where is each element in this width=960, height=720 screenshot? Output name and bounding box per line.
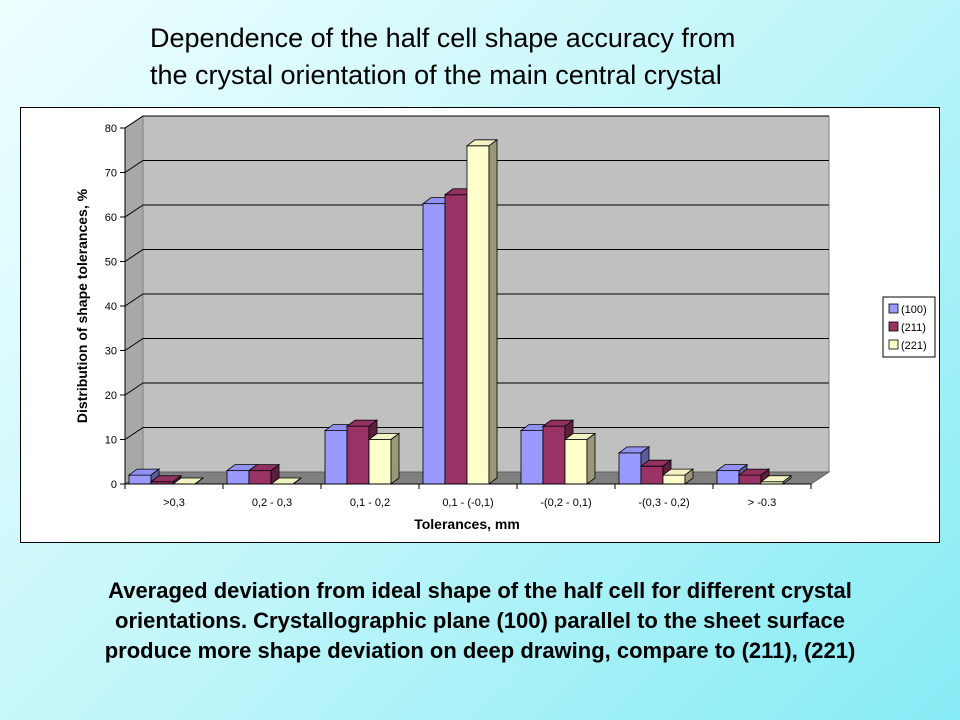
y-tick-label: 0 — [111, 479, 117, 491]
bar-211-0 — [149, 474, 183, 485]
bar-front — [248, 470, 272, 485]
bar-front — [662, 474, 686, 485]
x-tick-label: 0,1 - (-0,1) — [442, 497, 493, 509]
y-tick-label: 30 — [105, 346, 117, 358]
bar-side — [586, 432, 596, 485]
x-tick-label: > -0.3 — [748, 497, 776, 509]
bar-front — [466, 145, 490, 485]
legend-swatch — [888, 321, 899, 332]
bar-front — [324, 430, 348, 485]
y-tick-label: 20 — [105, 390, 117, 402]
y-tick-label: 80 — [105, 123, 117, 135]
x-tick-label: >0,3 — [163, 497, 185, 509]
slide-caption: Averaged deviation from ideal shape of t… — [0, 576, 960, 666]
bar-front — [716, 470, 740, 485]
y-tick-label: 70 — [105, 168, 117, 180]
bar-side — [782, 474, 792, 485]
caption-line-3: produce more shape deviation on deep dra… — [104, 638, 856, 663]
gridline — [124, 338, 829, 351]
bar-221-4 — [563, 432, 597, 485]
bar-100-0 — [127, 468, 161, 485]
y-axis-title: Distribution of shape tolerances, % — [74, 188, 90, 423]
gridline — [124, 115, 829, 129]
gridline — [124, 293, 829, 307]
bar-front — [444, 194, 468, 485]
bar-side — [194, 477, 204, 485]
x-axis-title: Tolerances, mm — [414, 516, 520, 532]
legend-swatch — [888, 303, 899, 314]
bar-side — [292, 477, 302, 485]
caption-line-2: orientations. Crystallographic plane (10… — [115, 608, 845, 633]
bar-side — [488, 138, 498, 485]
bar-front — [368, 439, 392, 485]
y-tick-label: 10 — [105, 435, 117, 447]
slide-title: Dependence of the half cell shape accura… — [150, 20, 910, 94]
bar-side — [390, 432, 400, 485]
y-tick-label: 60 — [105, 212, 117, 224]
bar-221-3 — [465, 138, 499, 485]
bar-front — [542, 425, 566, 485]
x-tick-label: 0,2 - 0,3 — [252, 497, 292, 509]
bar-front — [520, 430, 544, 485]
bar-front — [618, 452, 642, 485]
bar-front — [346, 425, 370, 485]
y-tick-label: 50 — [105, 257, 117, 269]
legend-swatch — [888, 339, 899, 350]
gridline — [124, 204, 829, 218]
legend-label: (100) — [901, 304, 927, 316]
bar-chart: 0 10 20 30 40 50 60 70 80 >0,3 0,2 - 0,3 0,1 - 0,2 0… — [74, 115, 936, 532]
x-tick-label: -(0,2 - 0,1) — [540, 497, 591, 509]
bar-side — [684, 468, 694, 485]
gridline — [124, 249, 829, 262]
x-tick-label: 0,1 - 0,2 — [350, 497, 390, 509]
gridline — [124, 427, 829, 440]
bar-front — [128, 474, 152, 485]
legend-label: (221) — [901, 340, 927, 352]
gridline — [124, 382, 829, 396]
slide-title-line-2: the crystal orientation of the main cent… — [150, 60, 722, 90]
bar-221-6 — [759, 474, 793, 485]
legend-label: (211) — [901, 322, 926, 334]
chart-container: 0 10 20 30 40 50 60 70 80 >0,3 0,2 - 0,3 0,1 - 0,2 0… — [20, 107, 940, 543]
bar-front — [640, 465, 664, 485]
gridline — [124, 160, 829, 173]
bar-221-2 — [367, 432, 401, 485]
bar-front — [738, 474, 762, 485]
bar-front — [564, 439, 588, 485]
bar-front — [226, 470, 250, 485]
x-tick-label: -(0,3 - 0,2) — [638, 497, 689, 509]
bar-front — [422, 203, 446, 485]
bar-211-1 — [247, 463, 281, 485]
bar-221-5 — [661, 468, 695, 485]
caption-line-1: Averaged deviation from ideal shape of t… — [108, 578, 852, 603]
slide-title-line-1: Dependence of the half cell shape accura… — [150, 23, 736, 53]
y-tick-label: 40 — [105, 301, 117, 313]
